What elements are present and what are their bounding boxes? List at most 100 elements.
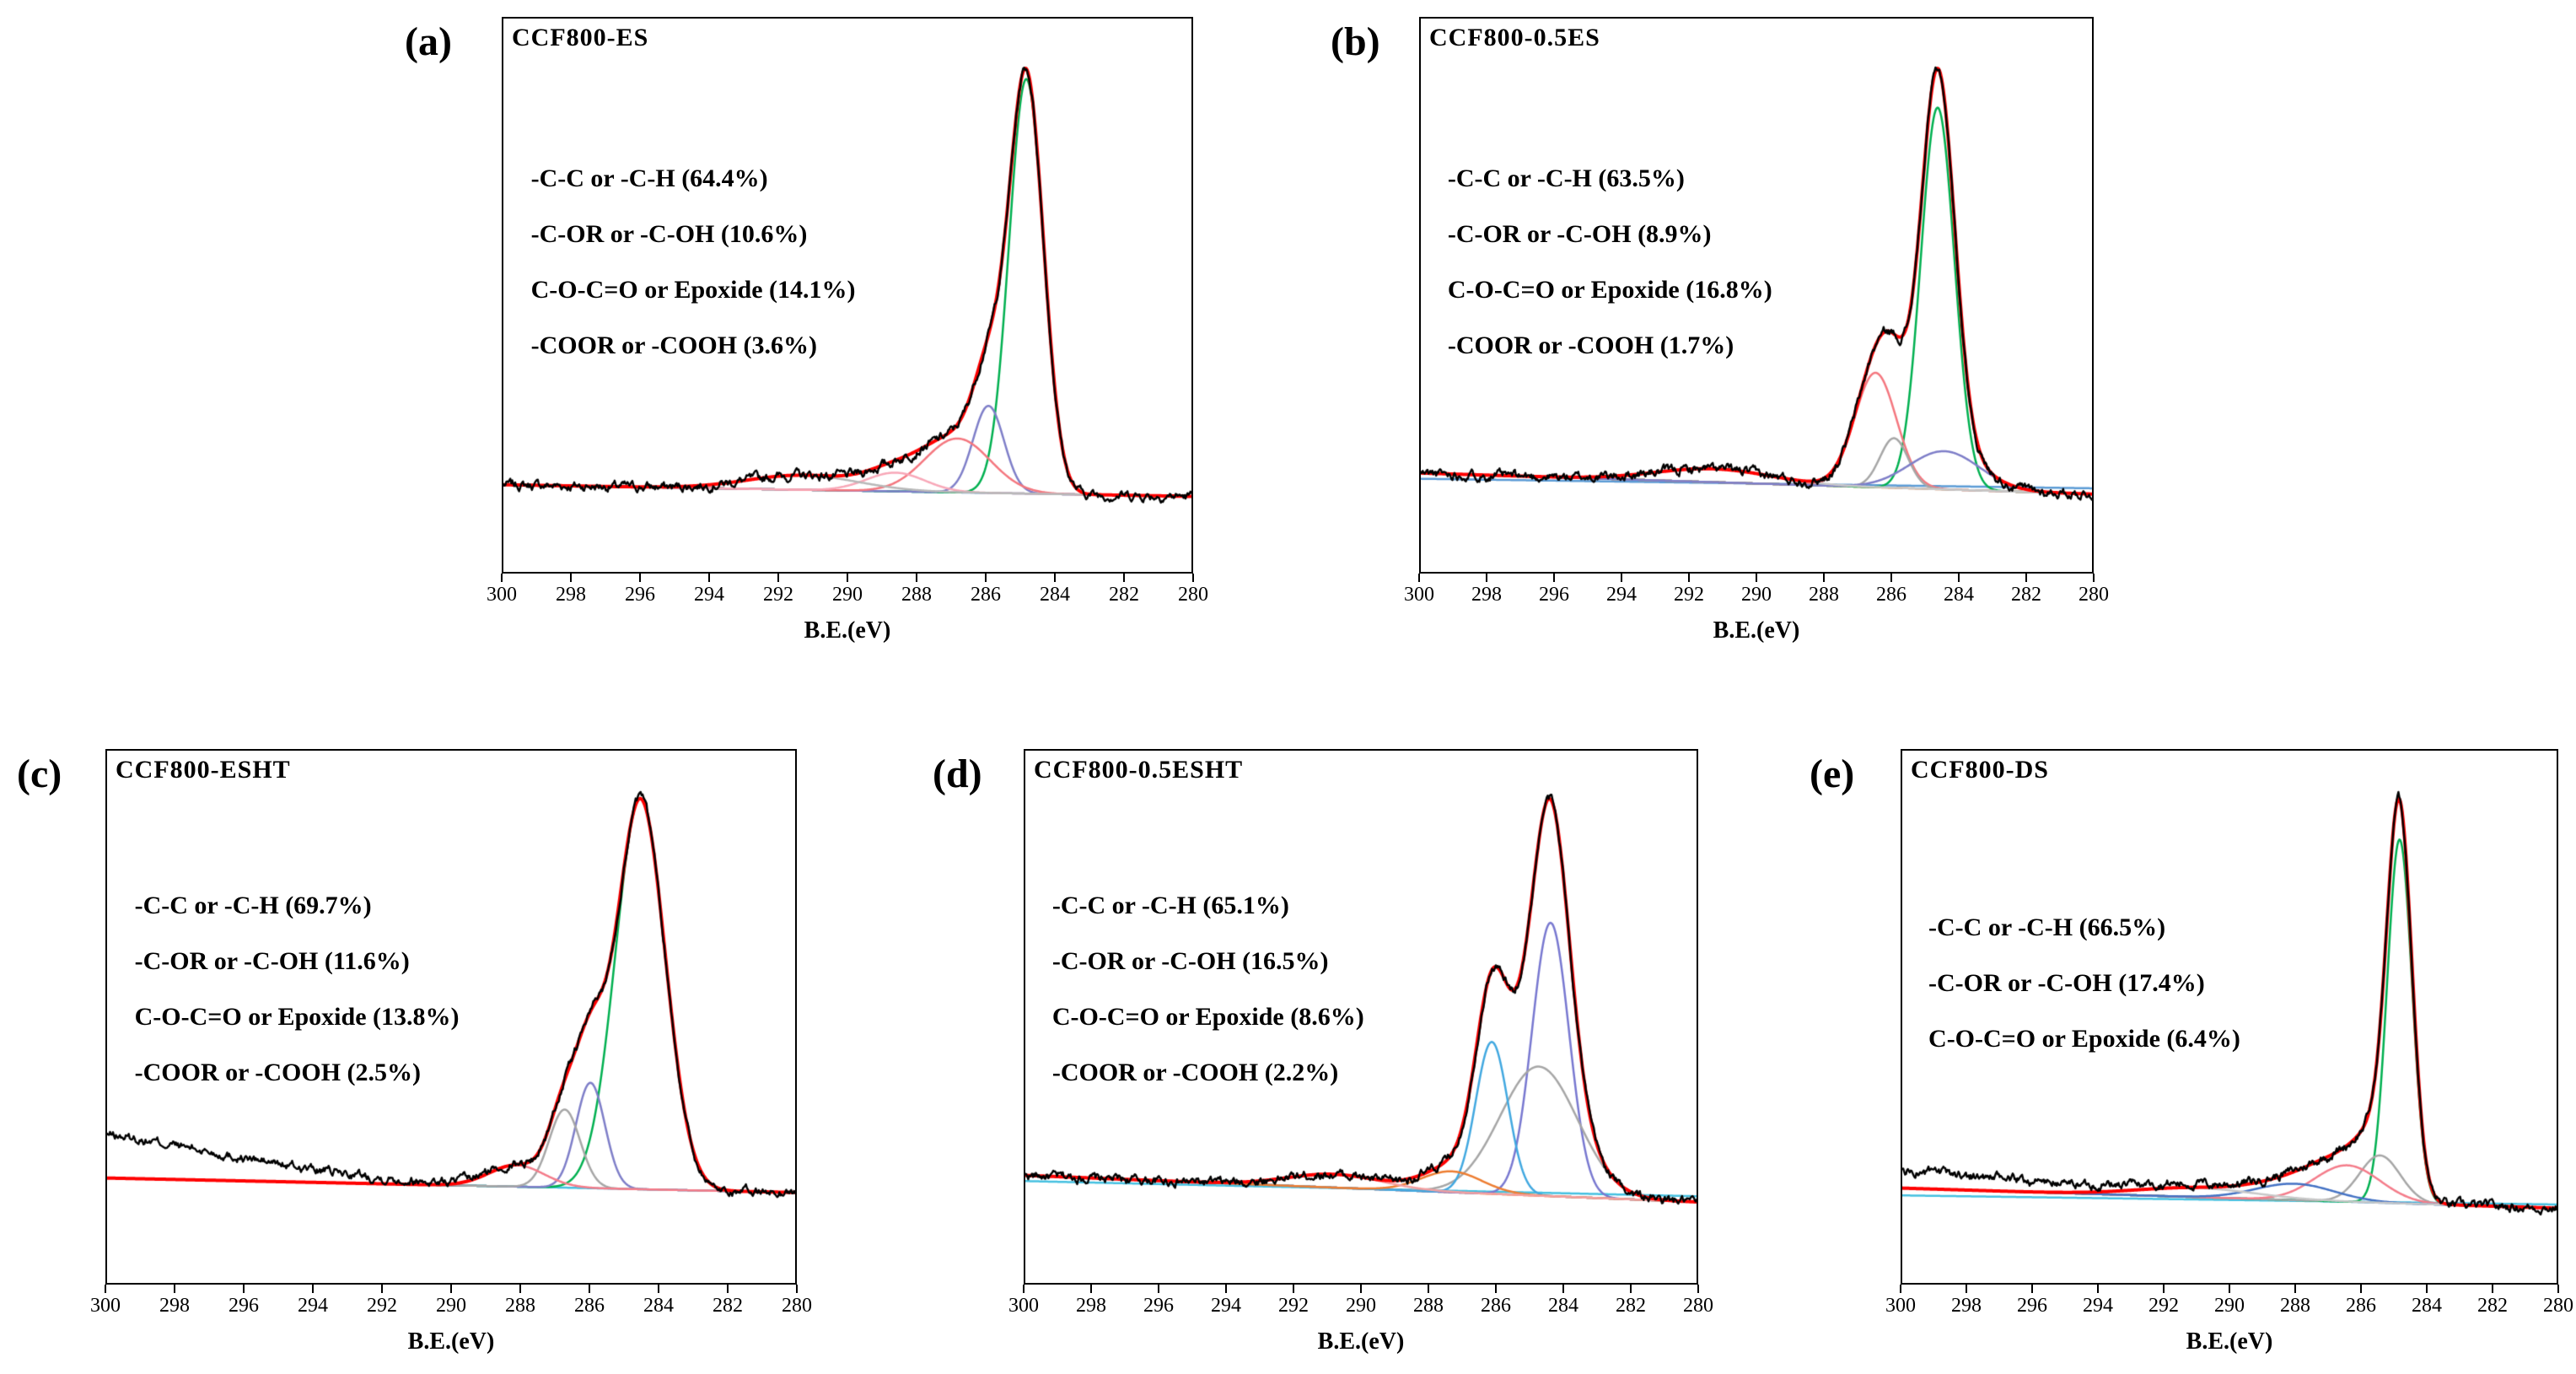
axis-tick	[2163, 1285, 2165, 1293]
axis-tick	[639, 574, 641, 582]
axis-tick	[1621, 574, 1622, 582]
axis-tick-label: 288	[2280, 1295, 2310, 1317]
axis-tick-label: 284	[1944, 584, 1974, 606]
axis-tick-label: 296	[625, 584, 655, 606]
axis-tick	[708, 574, 710, 582]
axis-tick-label: 282	[2477, 1295, 2508, 1317]
annotation-line: -C-C or -C-H (66.5%)	[1928, 913, 2166, 941]
axis-tick	[570, 574, 572, 582]
axis-tick	[1823, 574, 1825, 582]
panel-c-x-axis-label: B.E.(eV)	[407, 1328, 495, 1355]
axis-tick	[1192, 574, 1194, 582]
panel-d-plot-wrap: CCF800-0.5ESHT -C-C or -C-H (65.1%) -C-O…	[1008, 749, 1713, 1355]
axis-tick	[2294, 1285, 2296, 1293]
axis-tick	[519, 1285, 521, 1293]
axis-tick-label: 290	[436, 1295, 466, 1317]
axis-tick	[727, 1285, 729, 1293]
annotation-line: C-O-C=O or Epoxide (16.8%)	[1447, 276, 1772, 304]
annotation-line: -COOR or -COOH (2.5%)	[134, 1059, 422, 1087]
panel-b-x-axis-label: B.E.(eV)	[1713, 617, 1800, 644]
axis-tick	[1054, 574, 1056, 582]
axis-tick-label: 292	[763, 584, 793, 606]
panel-a-plot-wrap: CCF800-ES -C-C or -C-H (64.4%) -C-OR or …	[487, 17, 1208, 644]
axis-tick-label: 298	[1951, 1295, 1982, 1317]
axis-tick	[2557, 1285, 2559, 1293]
axis-tick-label: 298	[1076, 1295, 1106, 1317]
panel-b-x-axis: 300 298 296 294 292 290 288 286 284 282 280	[1404, 574, 2109, 614]
axis-tick-label: 300	[90, 1295, 121, 1317]
axis-tick-label: 296	[1539, 584, 1569, 606]
panel-c-plot-wrap: CCF800-ESHT -C-C or -C-H (69.7%) -C-OR o…	[90, 749, 812, 1355]
axis-tick-label: 280	[2543, 1295, 2573, 1317]
xps-spectrum-canvas-c	[107, 751, 795, 1283]
axis-tick	[847, 574, 848, 582]
axis-tick	[589, 1285, 590, 1293]
annotation-line: C-O-C=O or Epoxide (6.4%)	[1928, 1024, 2240, 1053]
axis-tick-label: 286	[1481, 1295, 1511, 1317]
panel-e-plot-box: CCF800-DS -C-C or -C-H (66.5%) -C-OR or …	[1901, 749, 2558, 1285]
panel-a-title: CCF800-ES	[512, 24, 649, 51]
panel-d-x-axis: 300 298 296 294 292 290 288 286 284 282 280	[1008, 1285, 1713, 1325]
axis-tick-label: 300	[1404, 584, 1434, 606]
axis-tick-label: 298	[556, 584, 586, 606]
annotation-line: -C-OR or -C-OH (8.9%)	[1447, 220, 1712, 249]
panel-c: (c) CCF800-ESHT -C-C or -C-H (69.7%) -C-…	[17, 749, 812, 1355]
axis-tick	[1890, 574, 1892, 582]
panel-a: (a) CCF800-ES -C-C or -C-H (64.4%) -C-OR…	[405, 17, 1208, 644]
axis-tick-label: 288	[1809, 584, 1839, 606]
axis-tick-label: 288	[1413, 1295, 1444, 1317]
axis-tick-label: 294	[2083, 1295, 2113, 1317]
axis-tick-label: 300	[487, 584, 517, 606]
axis-tick	[2492, 1285, 2493, 1293]
xps-spectrum-canvas-e	[1902, 751, 2557, 1283]
annotation-line: -COOR or -COOH (1.7%)	[1447, 331, 1734, 360]
axis-tick-label: 292	[367, 1295, 397, 1317]
axis-tick	[1225, 1285, 1227, 1293]
annotation-line: -C-OR or -C-OH (17.4%)	[1928, 968, 2205, 997]
axis-tick	[1966, 1285, 1967, 1293]
axis-tick	[1123, 574, 1125, 582]
annotation-line: C-O-C=O or Epoxide (14.1%)	[530, 276, 856, 304]
axis-tick	[658, 1285, 659, 1293]
axis-tick-label: 286	[1876, 584, 1906, 606]
axis-tick-label: 280	[2079, 584, 2109, 606]
axis-tick	[1090, 1285, 1092, 1293]
panel-d-title: CCF800-0.5ESHT	[1034, 756, 1244, 784]
panel-c-x-axis: 300 298 296 294 292 290 288 286 284 282 280	[90, 1285, 812, 1325]
axis-tick	[1900, 1285, 1901, 1293]
axis-tick-label: 290	[1741, 584, 1772, 606]
axis-tick	[1158, 1285, 1159, 1293]
panel-e-x-axis: 300 298 296 294 292 290 288 286 284 282 280	[1885, 1285, 2573, 1325]
axis-tick-label: 288	[505, 1295, 535, 1317]
panel-a-x-axis-label: B.E.(eV)	[804, 617, 891, 644]
panel-c-label: (c)	[17, 752, 62, 796]
axis-tick-label: 292	[1674, 584, 1704, 606]
panel-b-label: (b)	[1331, 19, 1380, 64]
axis-tick	[1023, 1285, 1024, 1293]
annotation-line: C-O-C=O or Epoxide (8.6%)	[1051, 1003, 1364, 1032]
annotation-line: -C-OR or -C-OH (11.6%)	[134, 947, 410, 976]
axis-tick-label: 284	[643, 1295, 674, 1317]
axis-tick	[312, 1285, 314, 1293]
panel-d-label: (d)	[933, 752, 982, 796]
axis-tick	[1688, 574, 1690, 582]
panel-a-annotations: -C-C or -C-H (64.4%) -C-OR or -C-OH (10.…	[531, 151, 856, 374]
panel-b-plot-wrap: CCF800-0.5ES -C-C or -C-H (63.5%) -C-OR …	[1404, 17, 2109, 644]
axis-tick-label: 288	[901, 584, 932, 606]
annotation-line: -C-OR or -C-OH (10.6%)	[530, 220, 808, 249]
axis-tick-label: 296	[1143, 1295, 1174, 1317]
axis-tick-label: 294	[1211, 1295, 1241, 1317]
axis-tick-label: 294	[298, 1295, 328, 1317]
axis-tick-label: 286	[971, 584, 1001, 606]
xps-spectrum-canvas-d	[1025, 751, 1697, 1283]
axis-tick-label: 300	[1008, 1295, 1039, 1317]
axis-tick	[1630, 1285, 1632, 1293]
axis-tick	[243, 1285, 245, 1293]
panel-c-title: CCF800-ESHT	[116, 756, 291, 784]
axis-tick	[1697, 1285, 1699, 1293]
axis-tick-label: 282	[2011, 584, 2041, 606]
axis-tick	[777, 574, 779, 582]
annotation-line: C-O-C=O or Epoxide (13.8%)	[134, 1003, 460, 1032]
axis-tick-label: 290	[1346, 1295, 1376, 1317]
